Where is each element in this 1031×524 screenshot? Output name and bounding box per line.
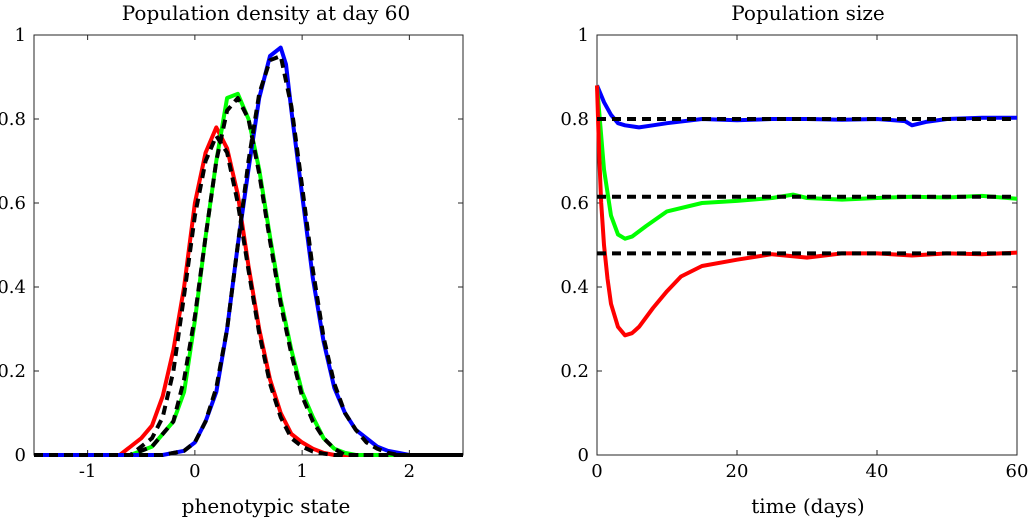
- density-plot: Population density at day 60 phenotypic …: [0, 1, 464, 518]
- tick-group: -1 0 1 2 0 0.2 0.4 0.6 0.8 1: [0, 25, 463, 482]
- x-tick-label: 1: [296, 461, 307, 482]
- population-size-plot: Population size time (days) 0 20 40 6000.20…: [560, 1, 1028, 518]
- chart-title: Population size: [731, 1, 884, 25]
- x-tick-label: -1: [79, 461, 97, 482]
- plot-frame: [33, 34, 464, 456]
- series-group: [595, 84, 1018, 338]
- x-tick-label: 2: [404, 461, 415, 482]
- tick-group: 0 20 40 60 0 0.2 0.4 0.6 0.8 1: [560, 25, 1028, 482]
- y-tick-label: 0.2: [0, 361, 26, 382]
- dashed-reference-line: [34, 96, 463, 457]
- x-tick-label: 0: [189, 461, 200, 482]
- y-tick-label: 1: [578, 25, 589, 46]
- y-tick-label: 0.8: [0, 109, 26, 130]
- y-tick-label: 0.6: [560, 193, 589, 214]
- x-axis-label: phenotypic state: [182, 494, 351, 518]
- series-line: [595, 84, 1017, 130]
- series-line: [34, 45, 463, 457]
- x-tick-label: 0: [591, 461, 602, 482]
- dashed-reference-line: [34, 133, 463, 457]
- y-tick-label: 0.4: [560, 277, 589, 298]
- y-tick-label: 0.2: [560, 361, 589, 382]
- x-tick-label: 60: [1006, 461, 1029, 482]
- plot-frame: [596, 34, 1018, 456]
- series-group: [34, 45, 463, 457]
- y-tick-label: 0: [578, 445, 589, 466]
- x-axis-label: time (days): [751, 494, 865, 518]
- dashed-reference-line: [34, 54, 463, 457]
- chart-title: Population density at day 60: [122, 1, 410, 25]
- y-tick-label: 0.6: [0, 193, 26, 214]
- y-tick-label: 0: [15, 445, 26, 466]
- x-tick-label: 20: [726, 461, 749, 482]
- y-tick-label: 0.8: [560, 109, 589, 130]
- series-line: [595, 85, 1018, 241]
- y-tick-label: 0.4: [0, 277, 26, 298]
- x-tick-label: 40: [866, 461, 889, 482]
- y-tick-label: 1: [15, 25, 26, 46]
